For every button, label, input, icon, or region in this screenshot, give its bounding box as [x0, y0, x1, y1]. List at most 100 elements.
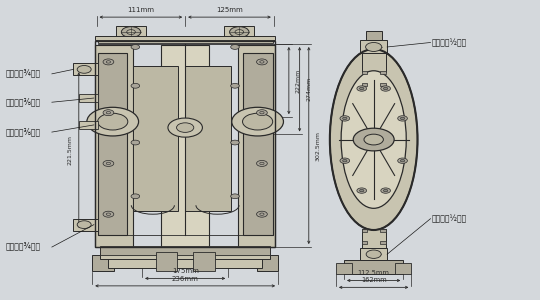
Circle shape: [340, 158, 350, 164]
Text: 175mm: 175mm: [172, 268, 199, 274]
Circle shape: [122, 27, 141, 38]
Bar: [366, 31, 382, 40]
Circle shape: [230, 27, 249, 38]
Bar: [73, 219, 98, 231]
Text: 流体进口½英寸: 流体进口½英寸: [431, 214, 467, 223]
Bar: [185, 66, 231, 211]
Bar: [100, 246, 270, 254]
Circle shape: [131, 140, 140, 145]
Circle shape: [357, 86, 367, 91]
Bar: [360, 40, 387, 53]
Circle shape: [343, 160, 347, 162]
Circle shape: [260, 162, 264, 165]
Bar: [109, 256, 262, 268]
Circle shape: [103, 160, 114, 166]
Bar: [161, 46, 210, 247]
Circle shape: [231, 140, 239, 145]
Bar: [79, 94, 98, 102]
Circle shape: [364, 134, 383, 145]
Bar: [238, 46, 275, 247]
Text: 流体出口½英寸: 流体出口½英寸: [431, 38, 467, 47]
Bar: [243, 53, 273, 235]
Circle shape: [260, 112, 264, 114]
Text: 274mm: 274mm: [306, 77, 311, 101]
Circle shape: [256, 160, 267, 166]
Circle shape: [260, 61, 264, 63]
Bar: [380, 83, 386, 86]
Circle shape: [397, 116, 407, 121]
Text: 气源进口⅜英寸: 气源进口⅜英寸: [6, 98, 41, 107]
Text: 221.5mm: 221.5mm: [68, 135, 72, 165]
Text: 222mm: 222mm: [295, 68, 300, 93]
Bar: [193, 251, 215, 271]
Circle shape: [106, 162, 111, 165]
Circle shape: [87, 107, 139, 136]
Circle shape: [256, 59, 267, 65]
Bar: [380, 242, 386, 244]
Bar: [95, 41, 275, 247]
Circle shape: [366, 250, 381, 258]
Bar: [362, 230, 367, 232]
Circle shape: [343, 117, 347, 120]
Circle shape: [106, 112, 111, 114]
Text: 125mm: 125mm: [216, 7, 243, 13]
Bar: [362, 53, 386, 72]
Text: 236mm: 236mm: [172, 276, 199, 282]
Circle shape: [400, 117, 404, 120]
Circle shape: [103, 59, 114, 65]
Ellipse shape: [341, 71, 406, 208]
Circle shape: [127, 30, 136, 34]
Circle shape: [260, 213, 264, 215]
Bar: [360, 248, 387, 260]
Circle shape: [103, 110, 114, 116]
Circle shape: [131, 194, 140, 199]
Bar: [117, 26, 146, 40]
Circle shape: [381, 86, 390, 91]
Circle shape: [232, 107, 284, 136]
Bar: [362, 229, 386, 248]
Circle shape: [231, 83, 239, 88]
Bar: [336, 263, 352, 274]
Circle shape: [360, 189, 364, 192]
Bar: [362, 83, 367, 86]
Circle shape: [357, 188, 367, 193]
Circle shape: [177, 123, 194, 132]
Text: 111mm: 111mm: [127, 7, 154, 13]
Text: 流体出口¾英寸: 流体出口¾英寸: [6, 69, 41, 78]
Bar: [92, 254, 114, 271]
Bar: [344, 260, 403, 274]
Circle shape: [397, 158, 407, 164]
Ellipse shape: [330, 49, 417, 230]
Circle shape: [256, 211, 267, 217]
Circle shape: [131, 45, 140, 50]
Circle shape: [131, 83, 140, 88]
Bar: [98, 40, 273, 43]
Bar: [95, 46, 133, 247]
Circle shape: [77, 221, 91, 229]
Bar: [224, 26, 254, 40]
Circle shape: [77, 65, 91, 73]
Bar: [156, 251, 177, 271]
Bar: [362, 71, 367, 74]
Circle shape: [360, 87, 364, 90]
Circle shape: [383, 87, 388, 90]
Circle shape: [168, 118, 202, 137]
Circle shape: [242, 113, 273, 130]
Circle shape: [381, 188, 390, 193]
Circle shape: [103, 211, 114, 217]
Bar: [100, 247, 270, 259]
Circle shape: [231, 45, 239, 50]
Circle shape: [106, 61, 111, 63]
Circle shape: [231, 194, 239, 199]
Bar: [380, 230, 386, 232]
Circle shape: [98, 113, 128, 130]
Bar: [133, 66, 178, 211]
Circle shape: [400, 160, 404, 162]
Circle shape: [353, 128, 394, 151]
Circle shape: [256, 110, 267, 116]
Text: 112.5mm: 112.5mm: [357, 270, 390, 276]
Text: 流体进口¾英寸: 流体进口¾英寸: [6, 242, 41, 251]
Circle shape: [106, 213, 111, 215]
Bar: [380, 71, 386, 74]
Bar: [73, 63, 98, 75]
